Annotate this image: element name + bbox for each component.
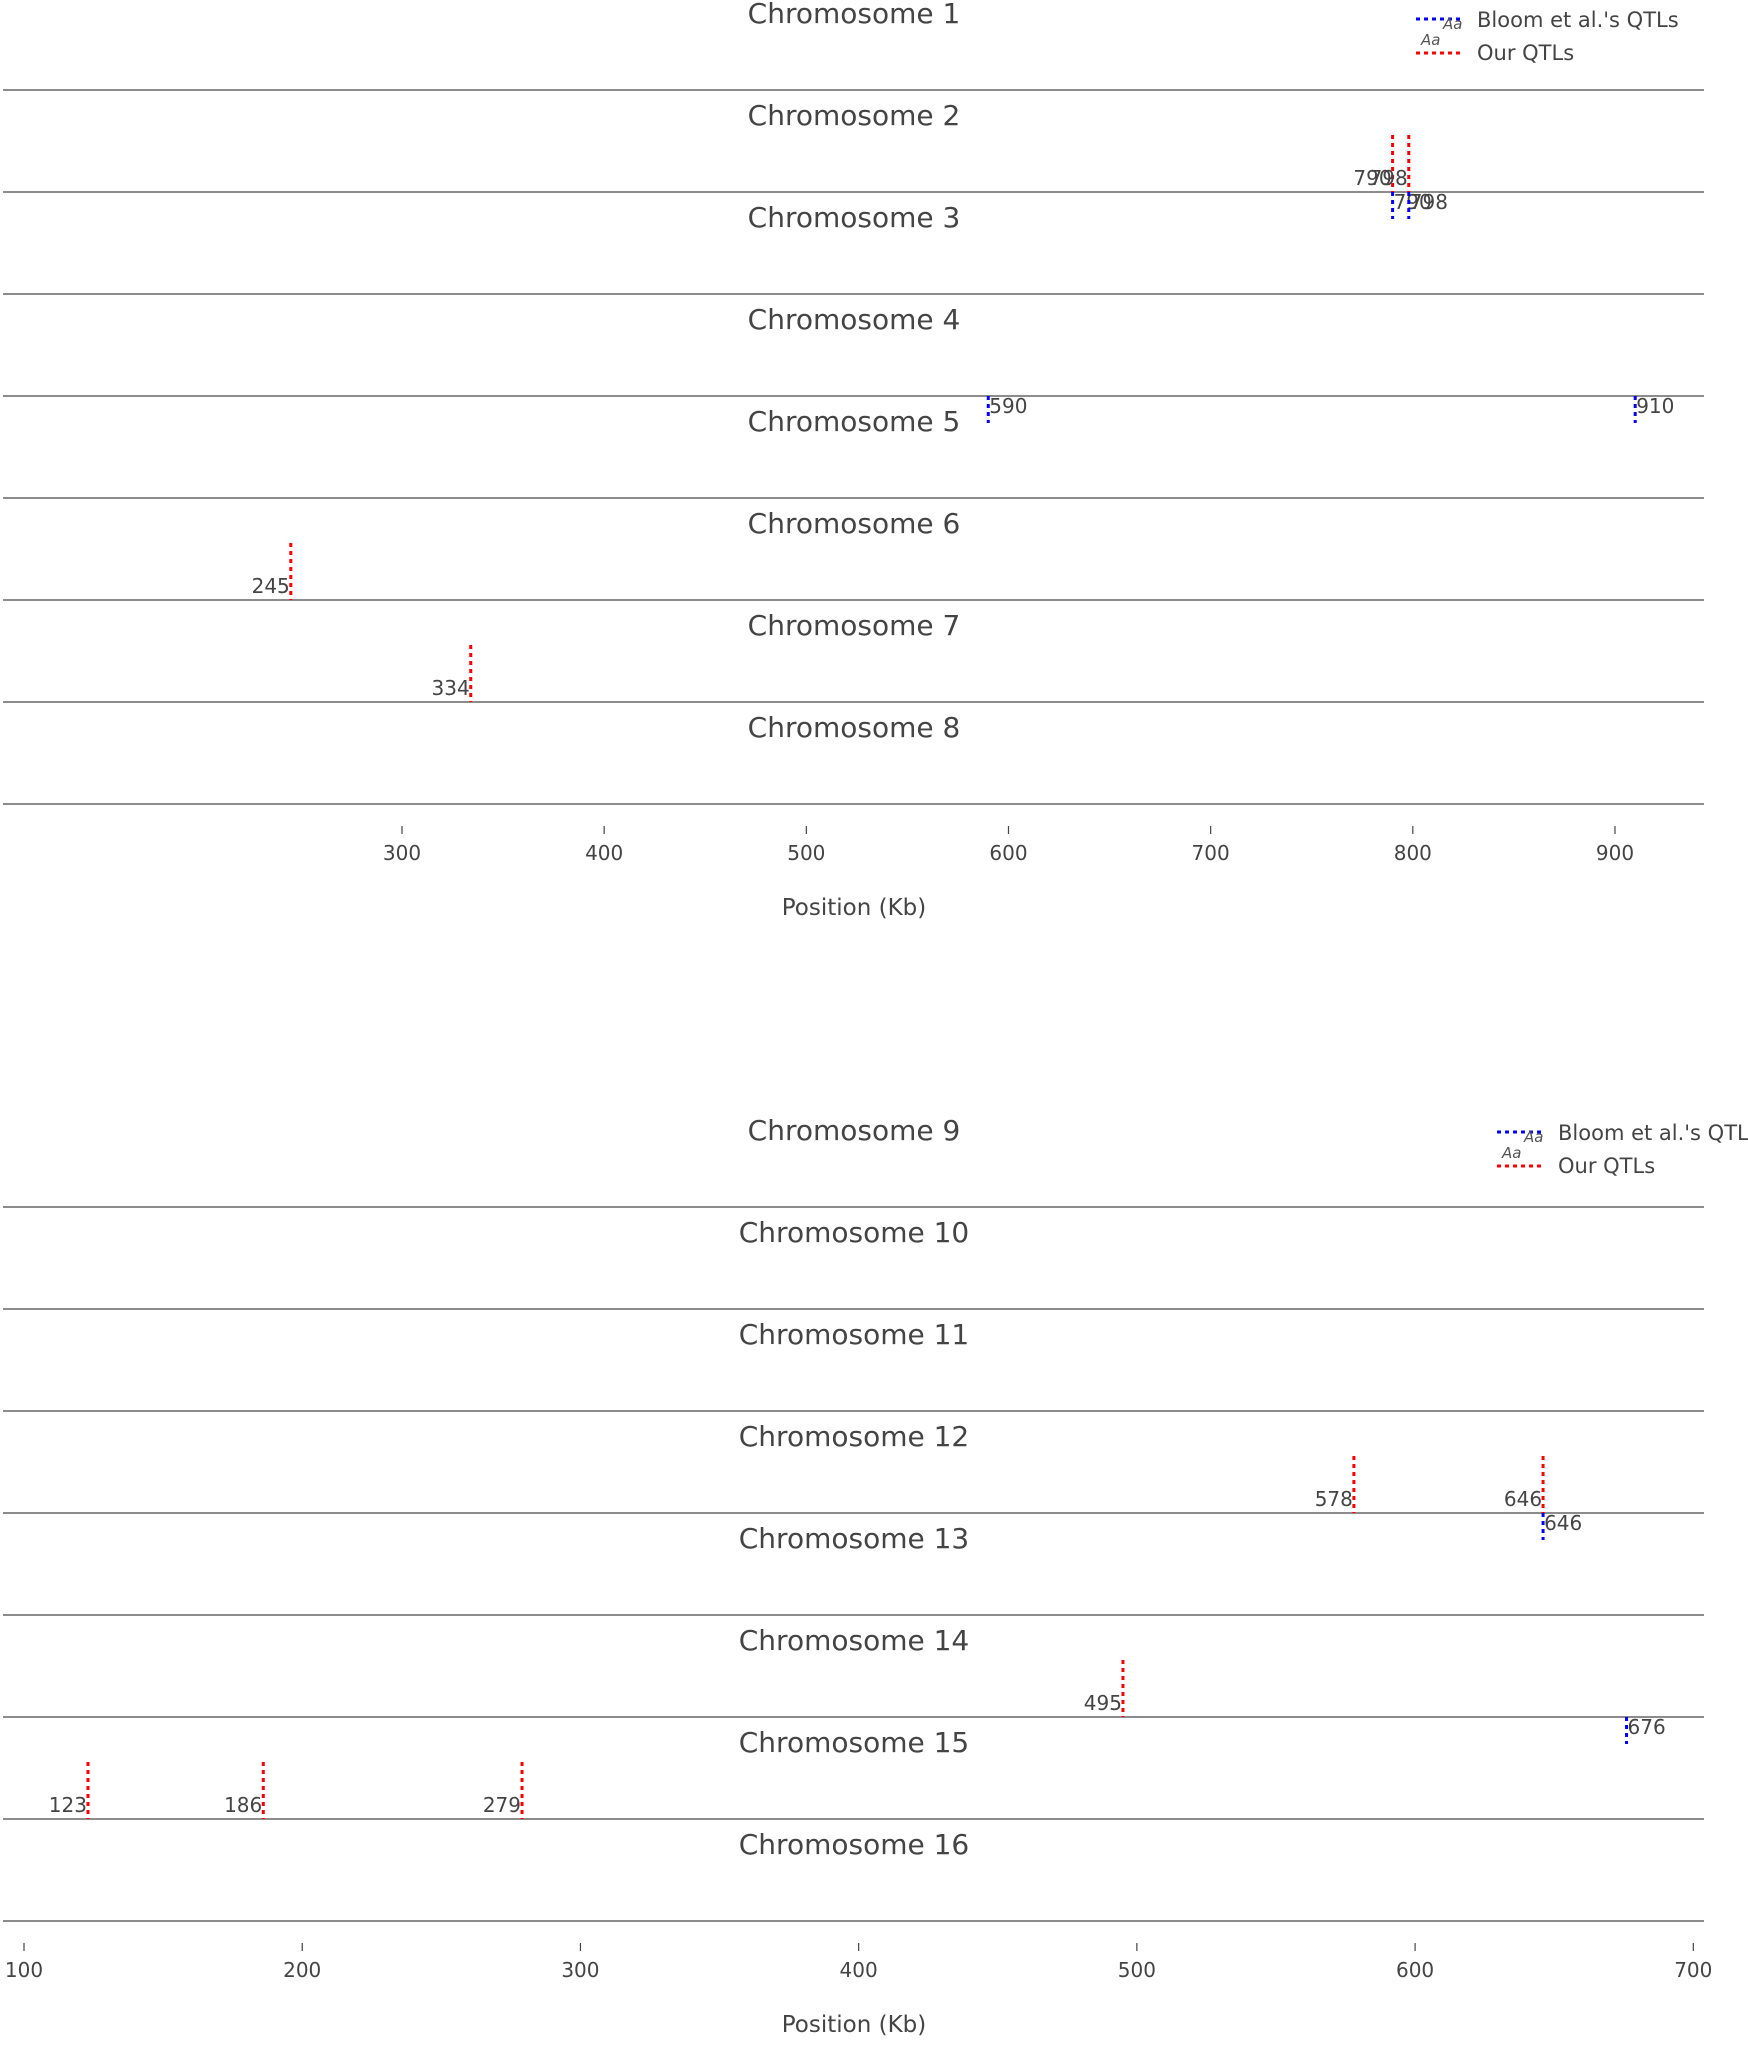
chromosome-title: Chromosome 9	[748, 1114, 961, 1147]
x-axis-title: Position (Kb)	[782, 2012, 927, 2038]
chromosome-title: Chromosome 2	[748, 99, 961, 132]
x-tick-label: 500	[1118, 1958, 1156, 1982]
x-tick-label: 800	[1394, 841, 1432, 865]
our-qtl-label: 646	[1504, 1487, 1542, 1511]
legend-ours-label: Our QTLs	[1477, 41, 1574, 65]
bloom-qtl-label: 798	[1410, 190, 1448, 214]
legend-ours-label: Our QTLs	[1558, 1154, 1655, 1178]
our-qtl-label: 123	[49, 1793, 87, 1817]
our-qtl-label: 186	[224, 1793, 262, 1817]
x-tick-label: 600	[1396, 1958, 1434, 1982]
bloom-qtl-label: 910	[1636, 394, 1674, 418]
our-qtl-label: 245	[252, 574, 290, 598]
chromosome-title: Chromosome 10	[739, 1216, 969, 1249]
x-tick-label: 900	[1596, 841, 1634, 865]
legend-ours-marker: Aa	[1501, 1144, 1521, 1162]
our-qtl-label: 334	[432, 676, 470, 700]
x-tick-label: 300	[383, 841, 421, 865]
bloom-qtl-label: 590	[989, 394, 1027, 418]
chromosome-title: Chromosome 7	[748, 609, 961, 642]
our-qtl-label: 798	[1370, 166, 1408, 190]
chromosome-title: Chromosome 4	[748, 303, 961, 336]
chart-panel-2: Chromosome 9 Chromosome 10 Chromosome 11 Ch…	[3, 1114, 1748, 2038]
our-qtl-label: 578	[1315, 1487, 1353, 1511]
chromosome-title: Chromosome 15	[739, 1726, 969, 1759]
chromosome-title: Chromosome 16	[739, 1828, 969, 1861]
legend-ours-marker: Aa	[1420, 31, 1440, 49]
our-qtl-label: 279	[483, 1793, 521, 1817]
legend-bloom-marker: Aa	[1523, 1128, 1543, 1146]
our-qtl-label: 495	[1084, 1691, 1122, 1715]
x-tick-label: 200	[283, 1958, 321, 1982]
x-axis-title: Position (Kb)	[782, 895, 927, 921]
x-tick-label: 700	[1192, 841, 1230, 865]
x-tick-label: 600	[989, 841, 1027, 865]
legend-bloom-marker: Aa	[1442, 15, 1462, 33]
legend: Aa Bloom et al.'s QTLs Aa Our QTLs	[1416, 8, 1679, 65]
chromosome-title: Chromosome 11	[739, 1318, 969, 1351]
chromosome-title: Chromosome 14	[739, 1624, 969, 1657]
x-tick-label: 400	[585, 841, 623, 865]
chart-panel-1: Chromosome 1 Chromosome 2 Chromosome 3 Chro…	[3, 0, 1704, 921]
legend: Aa Bloom et al.'s QTLs Aa Our QTLs	[1497, 1121, 1748, 1178]
x-tick-label: 400	[840, 1958, 878, 1982]
bloom-qtl-label: 646	[1544, 1511, 1582, 1535]
legend-bloom-label: Bloom et al.'s QTLs	[1558, 1121, 1748, 1145]
x-tick-label: 300	[561, 1958, 599, 1982]
chromosome-title: Chromosome 1	[748, 0, 961, 30]
x-tick-label: 100	[5, 1958, 43, 1982]
legend-bloom-label: Bloom et al.'s QTLs	[1477, 8, 1679, 32]
chromosome-title: Chromosome 3	[748, 201, 961, 234]
our-qtl-label: 790	[1353, 166, 1391, 190]
chromosome-title: Chromosome 13	[739, 1522, 969, 1555]
x-tick-label: 700	[1674, 1958, 1712, 1982]
x-tick-label: 500	[787, 841, 825, 865]
chromosome-title: Chromosome 6	[748, 507, 961, 540]
bloom-qtl-label: 790	[1394, 190, 1432, 214]
chromosome-title: Chromosome 5	[748, 405, 961, 438]
chromosome-title: Chromosome 12	[739, 1420, 969, 1453]
chromosome-title: Chromosome 8	[748, 711, 961, 744]
bloom-qtl-label: 676	[1628, 1715, 1666, 1739]
